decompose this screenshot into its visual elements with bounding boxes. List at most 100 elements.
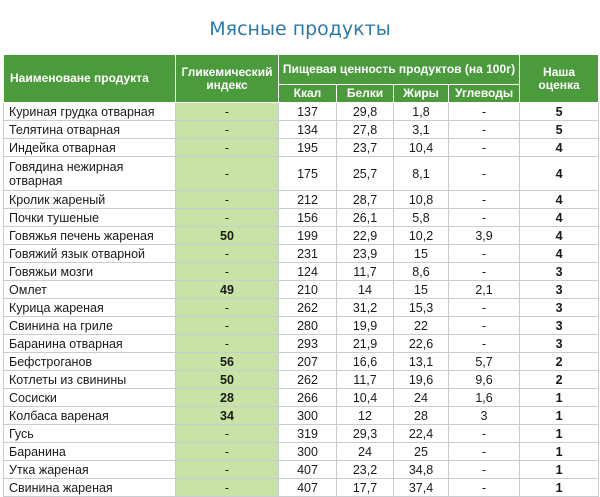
- table-row: Свинина на гриле -280 19,9 22-3: [3, 316, 600, 335]
- product-name-cell: Свинина жареная: [3, 478, 176, 497]
- carbs-cell: -: [447, 460, 521, 479]
- product-name-cell: Баранина: [3, 442, 176, 461]
- table-row: Говяжьи мозги -124 11,7 8,6-3: [3, 262, 600, 281]
- score-cell: 1: [519, 460, 600, 479]
- carbs-cell: -: [447, 208, 521, 227]
- score-cell: 4: [519, 244, 600, 263]
- score-cell: 5: [519, 102, 600, 121]
- glycemic-index-cell: 56: [175, 352, 279, 371]
- carbs-cell: 3: [447, 406, 521, 425]
- carbs-cell: -: [447, 138, 521, 157]
- product-name-cell: Гусь: [3, 424, 176, 443]
- fat-cell: 24: [393, 388, 449, 407]
- glycemic-index-cell: -: [175, 460, 279, 479]
- carbs-cell: -: [447, 190, 521, 209]
- table-row: Кролик жареный -212 28,7 10,8-4: [3, 190, 600, 209]
- glycemic-index-cell: -: [175, 102, 279, 121]
- carbs-cell: -: [447, 424, 521, 443]
- kcal-cell: 175: [278, 156, 337, 191]
- score-cell: 4: [519, 190, 600, 209]
- kcal-cell: 293: [278, 334, 337, 353]
- table-row: Баранина -300 24 25-1: [3, 442, 600, 461]
- table-row: Колбаса вареная 34 300 12 28 3 1: [3, 406, 600, 425]
- product-name-cell: Куриная грудка отварная: [3, 102, 176, 121]
- carbs-cell: -: [447, 120, 521, 139]
- score-cell: 2: [519, 352, 600, 371]
- kcal-cell: 300: [278, 406, 337, 425]
- kcal-cell: 231: [278, 244, 337, 263]
- fat-cell: 22: [393, 316, 449, 335]
- fat-cell: 8,1: [393, 156, 449, 191]
- product-name-cell: Телятина отварная: [3, 120, 176, 139]
- fat-cell: 25: [393, 442, 449, 461]
- carbs-cell: -: [447, 244, 521, 263]
- kcal-cell: 212: [278, 190, 337, 209]
- header-protein: Белки: [336, 84, 394, 103]
- product-name-cell: Говяжий язык отварной: [3, 244, 176, 263]
- fat-cell: 10,4: [393, 138, 449, 157]
- carbs-cell: -: [447, 262, 521, 281]
- glycemic-index-cell: -: [175, 190, 279, 209]
- header-product-name: Наименоване продукта: [3, 54, 176, 103]
- protein-cell: 24: [336, 442, 394, 461]
- kcal-cell: 262: [278, 370, 337, 389]
- protein-cell: 12: [336, 406, 394, 425]
- carbs-cell: 9,6: [447, 370, 521, 389]
- protein-cell: 17,7: [336, 478, 394, 497]
- protein-cell: 19,9: [336, 316, 394, 335]
- glycemic-index-cell: -: [175, 316, 279, 335]
- fat-cell: 10,2: [393, 226, 449, 245]
- protein-cell: 29,8: [336, 102, 394, 121]
- fat-cell: 37,4: [393, 478, 449, 497]
- kcal-cell: 407: [278, 460, 337, 479]
- product-name-cell: Говядина нежирная отварная: [3, 156, 176, 191]
- fat-cell: 13,1: [393, 352, 449, 371]
- glycemic-index-cell: 50: [175, 226, 279, 245]
- protein-cell: 25,7: [336, 156, 394, 191]
- product-name-cell: Индейка отварная: [3, 138, 176, 157]
- protein-cell: 26,1: [336, 208, 394, 227]
- score-cell: 4: [519, 156, 600, 191]
- score-cell: 2: [519, 370, 600, 389]
- protein-cell: 14: [336, 280, 394, 299]
- protein-cell: 21,9: [336, 334, 394, 353]
- glycemic-index-cell: -: [175, 424, 279, 443]
- table-row: Омлет 49 210 14 15 2,1 3: [3, 280, 600, 299]
- glycemic-index-cell: 49: [175, 280, 279, 299]
- fat-cell: 15: [393, 280, 449, 299]
- page-title: Мясные продукты: [209, 18, 391, 40]
- protein-cell: 22,9: [336, 226, 394, 245]
- glycemic-index-cell: -: [175, 478, 279, 497]
- fat-cell: 3,1: [393, 120, 449, 139]
- nutrition-table: Наименоване продукта Гликемический индек…: [3, 54, 600, 497]
- glycemic-index-cell: -: [175, 244, 279, 263]
- kcal-cell: 300: [278, 442, 337, 461]
- score-cell: 3: [519, 262, 600, 281]
- kcal-cell: 156: [278, 208, 337, 227]
- table-row: Индейка отварная -195 23,7 10,4-4: [3, 138, 600, 157]
- carbs-cell: -: [447, 334, 521, 353]
- score-cell: 3: [519, 280, 600, 299]
- carbs-cell: 5,7: [447, 352, 521, 371]
- product-name-cell: Колбаса вареная: [3, 406, 176, 425]
- kcal-cell: 262: [278, 298, 337, 317]
- score-cell: 5: [519, 120, 600, 139]
- product-name-cell: Сосиски: [3, 388, 176, 407]
- score-cell: 1: [519, 406, 600, 425]
- kcal-cell: 280: [278, 316, 337, 335]
- table-row: Бефстроганов 56 207 16,6 13,1 5,7 2: [3, 352, 600, 371]
- glycemic-index-cell: 34: [175, 406, 279, 425]
- kcal-cell: 134: [278, 120, 337, 139]
- protein-cell: 10,4: [336, 388, 394, 407]
- glycemic-index-cell: -: [175, 442, 279, 461]
- glycemic-index-cell: 50: [175, 370, 279, 389]
- carbs-cell: 3,9: [447, 226, 521, 245]
- protein-cell: 11,7: [336, 370, 394, 389]
- table-row: Баранина отварная -293 21,9 22,6-3: [3, 334, 600, 353]
- score-cell: 4: [519, 208, 600, 227]
- header-kcal: Ккал: [278, 84, 337, 103]
- protein-cell: 11,7: [336, 262, 394, 281]
- product-name-cell: Свинина на гриле: [3, 316, 176, 335]
- fat-cell: 19,6: [393, 370, 449, 389]
- product-name-cell: Омлет: [3, 280, 176, 299]
